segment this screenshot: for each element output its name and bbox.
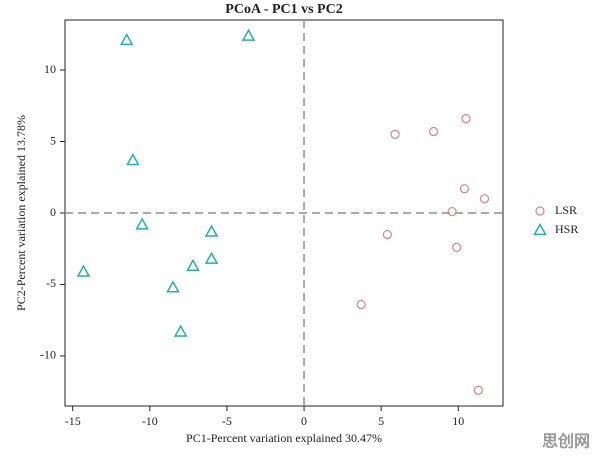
legend-marker [533, 222, 547, 236]
x-tick-label: 0 [301, 414, 307, 428]
point [166, 280, 180, 293]
point [173, 324, 188, 337]
legend-marker [535, 206, 545, 216]
legend-label: LSR [555, 203, 577, 217]
x-axis-label: PC1-Percent variation explained 30.47% [186, 431, 382, 445]
chart-title: PCoA - PC1 vs PC2 [225, 2, 342, 17]
y-tick-label: -10 [40, 348, 56, 362]
point [428, 126, 439, 137]
legend-label: HSR [555, 222, 578, 236]
x-tick-label: -15 [65, 414, 81, 428]
y-axis-label: PC2-Percent variation explained 13.78% [14, 115, 28, 311]
point [76, 264, 91, 277]
point [382, 229, 392, 240]
point [119, 32, 134, 46]
point [479, 194, 490, 204]
point [461, 114, 471, 124]
x-tick-label: -10 [142, 414, 158, 428]
point [135, 217, 149, 230]
point [473, 385, 483, 395]
y-tick-label: -5 [46, 276, 56, 290]
point [452, 242, 462, 252]
point [204, 224, 219, 237]
point [459, 184, 470, 194]
y-tick-label: 0 [50, 205, 56, 219]
watermark: 思创网 [542, 432, 590, 451]
point [204, 251, 219, 264]
point [390, 129, 400, 139]
point [186, 258, 200, 272]
point [356, 299, 366, 310]
point [241, 28, 256, 41]
x-tick-label: 10 [452, 414, 464, 428]
y-tick-label: 5 [50, 133, 56, 147]
x-tick-label: -5 [222, 414, 232, 428]
point [447, 206, 457, 217]
y-tick-label: 10 [44, 62, 56, 76]
x-tick-label: 5 [378, 414, 384, 428]
point [126, 153, 140, 166]
